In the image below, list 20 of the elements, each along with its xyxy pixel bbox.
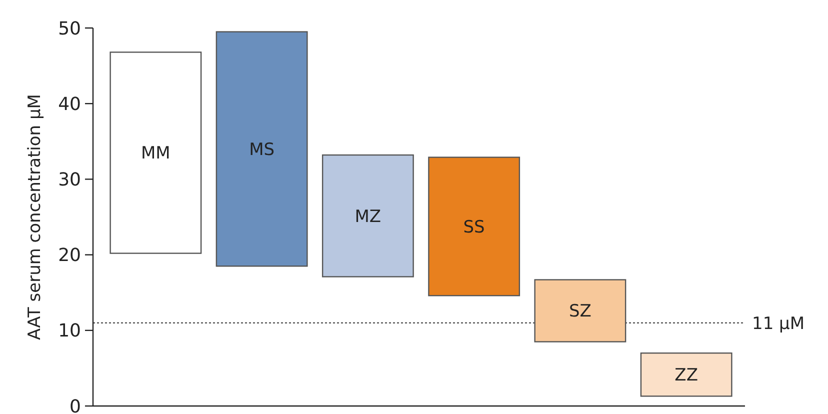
y-tick-label: 30 xyxy=(58,170,81,190)
x-tick-label: MS xyxy=(249,140,275,160)
x-tick-label: MZ xyxy=(354,206,382,227)
x-tick-label: MM xyxy=(141,144,170,164)
bar xyxy=(110,52,202,254)
y-axis-title: AAT serum concentration µM xyxy=(25,94,45,340)
ref-line-label: 11 µM xyxy=(752,314,805,334)
bar xyxy=(428,156,520,296)
x-tick-label: ZZ xyxy=(674,366,698,386)
x-tick-label: SS xyxy=(463,217,485,238)
bar xyxy=(640,352,732,397)
y-tick-label: 50 xyxy=(58,18,81,40)
bar xyxy=(322,154,414,278)
y-tick-label: 40 xyxy=(58,94,81,115)
bar xyxy=(534,279,626,342)
y-tick-label: 20 xyxy=(58,245,81,266)
x-tick-label: SZ xyxy=(568,302,592,322)
y-tick-label: 0 xyxy=(70,396,81,414)
bar xyxy=(216,31,308,267)
y-tick-label: 10 xyxy=(58,320,81,342)
